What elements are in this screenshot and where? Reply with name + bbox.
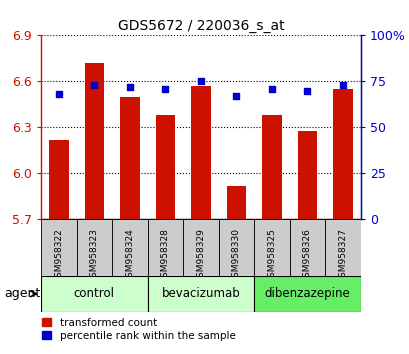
Text: GSM958328: GSM958328 (160, 228, 169, 283)
Bar (324, 219, 360, 276)
Bar (155, 115, 175, 219)
Text: GSM958330: GSM958330 (231, 228, 240, 283)
Bar (191, 86, 210, 219)
Point (55, 91, 62, 97)
Point (233, 93, 239, 99)
Bar (120, 97, 139, 219)
Point (303, 88, 310, 93)
Legend: transformed count, percentile rank within the sample: transformed count, percentile rank withi… (42, 318, 235, 341)
Point (162, 86, 168, 92)
Bar (262, 115, 281, 219)
Text: GSM958325: GSM958325 (267, 228, 276, 283)
Point (126, 84, 133, 90)
Bar (76, 219, 112, 276)
Bar (112, 219, 147, 276)
Text: GSM958327: GSM958327 (338, 228, 347, 283)
Text: GSM958326: GSM958326 (302, 228, 311, 283)
Bar (49, 140, 68, 219)
Title: GDS5672 / 220036_s_at: GDS5672 / 220036_s_at (117, 19, 283, 33)
Bar (218, 219, 254, 276)
Bar (289, 219, 324, 276)
Bar (297, 131, 317, 219)
Point (197, 79, 204, 84)
Text: GSM958323: GSM958323 (90, 228, 99, 283)
Bar (333, 89, 352, 219)
Text: control: control (74, 287, 115, 300)
Bar (41, 219, 76, 276)
Bar (41, 276, 147, 312)
Bar (183, 219, 218, 276)
Bar (254, 219, 289, 276)
Text: bevacizumab: bevacizumab (161, 287, 240, 300)
Bar (254, 276, 360, 312)
Bar (147, 276, 254, 312)
Point (91, 82, 97, 88)
Text: GSM958329: GSM958329 (196, 228, 205, 283)
Text: agent: agent (4, 287, 40, 300)
Bar (84, 63, 104, 219)
Text: GSM958322: GSM958322 (54, 228, 63, 283)
Point (339, 82, 346, 88)
Point (268, 86, 274, 92)
Bar (226, 186, 245, 219)
Bar (147, 219, 183, 276)
Text: dibenzazepine: dibenzazepine (264, 287, 350, 300)
Text: GSM958324: GSM958324 (125, 228, 134, 283)
